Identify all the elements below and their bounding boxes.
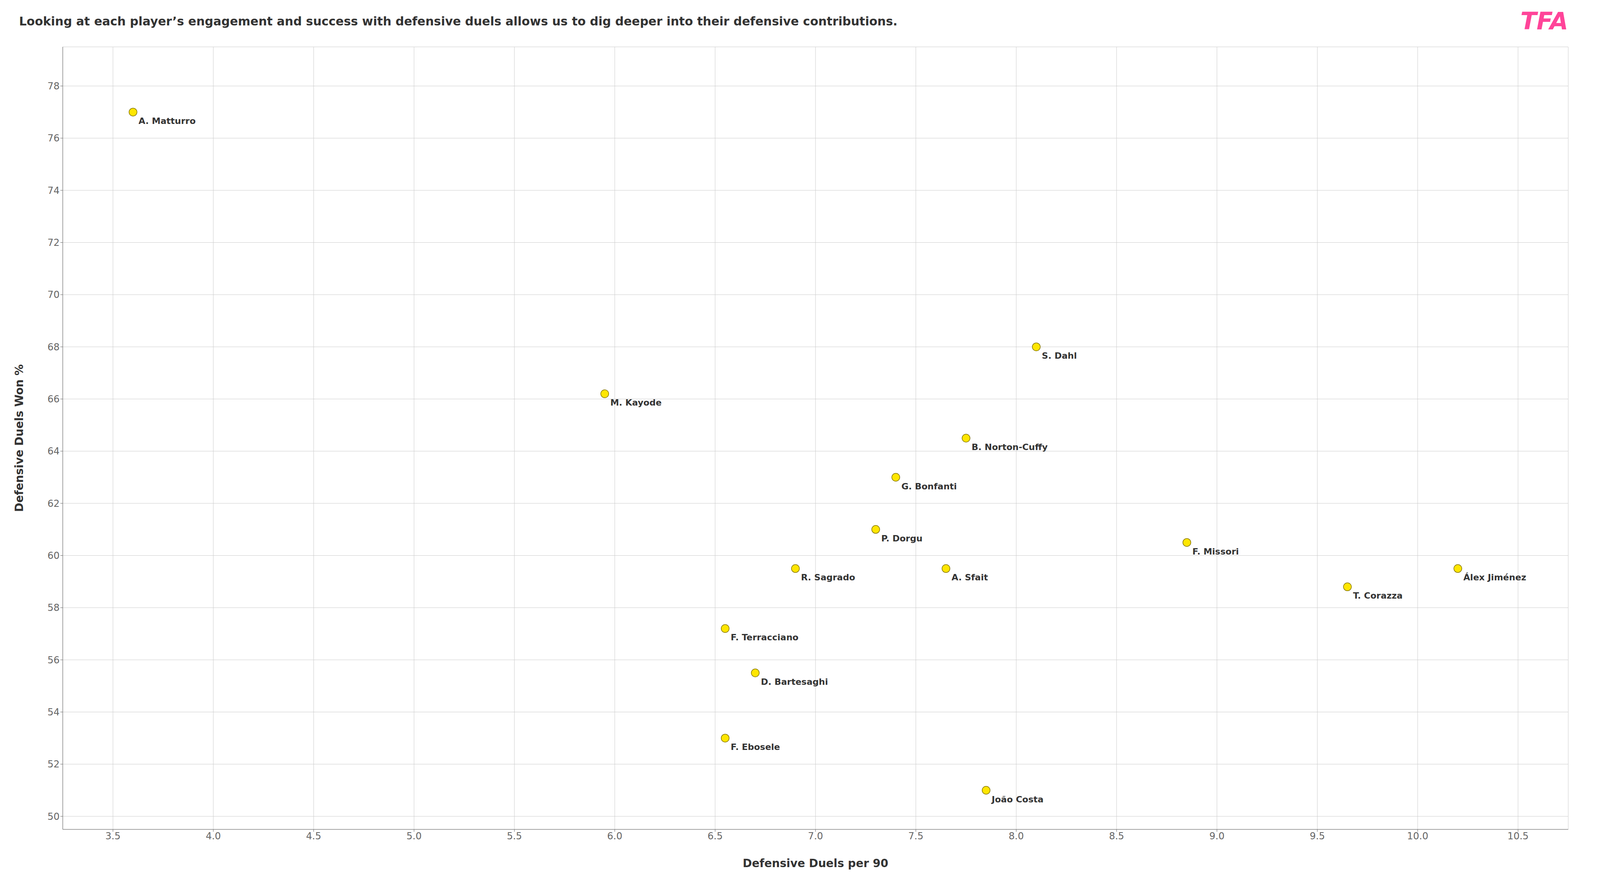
svg-text:54: 54 xyxy=(47,706,60,718)
svg-text:74: 74 xyxy=(47,185,60,197)
svg-text:Defensive Duels Won %: Defensive Duels Won % xyxy=(12,364,26,513)
svg-text:8.0: 8.0 xyxy=(1008,830,1024,842)
svg-text:10.0: 10.0 xyxy=(1406,830,1429,842)
svg-text:S. Dahl: S. Dahl xyxy=(1041,350,1077,361)
svg-text:60: 60 xyxy=(47,550,60,562)
svg-text:T. Corazza: T. Corazza xyxy=(1352,590,1403,601)
svg-text:4.5: 4.5 xyxy=(306,830,322,842)
svg-text:78: 78 xyxy=(47,80,60,92)
svg-text:9.5: 9.5 xyxy=(1309,830,1325,842)
svg-text:6.5: 6.5 xyxy=(707,830,723,842)
svg-text:5.0: 5.0 xyxy=(406,830,422,842)
svg-text:50: 50 xyxy=(47,811,60,823)
svg-text:Álex Jiménez: Álex Jiménez xyxy=(1463,572,1527,583)
svg-text:G. Bonfanti: G. Bonfanti xyxy=(901,481,957,492)
svg-text:F. Ebosele: F. Ebosele xyxy=(730,742,781,752)
svg-text:M. Kayode: M. Kayode xyxy=(610,397,662,408)
svg-text:3.5: 3.5 xyxy=(105,830,121,842)
svg-text:7.5: 7.5 xyxy=(908,830,924,842)
svg-text:F. Terracciano: F. Terracciano xyxy=(730,632,799,643)
svg-text:P. Dorgu: P. Dorgu xyxy=(881,533,923,544)
svg-text:70: 70 xyxy=(47,289,60,301)
svg-text:58: 58 xyxy=(47,602,60,614)
svg-text:D. Bartesaghi: D. Bartesaghi xyxy=(760,676,828,687)
svg-text:9.0: 9.0 xyxy=(1209,830,1225,842)
svg-text:Defensive Duels per 90: Defensive Duels per 90 xyxy=(742,856,889,870)
svg-text:56: 56 xyxy=(47,654,60,666)
svg-text:72: 72 xyxy=(47,237,60,249)
html-text:TFA: TFA xyxy=(1520,7,1569,35)
svg-text:68: 68 xyxy=(47,341,60,353)
svg-text:A. Matturro: A. Matturro xyxy=(138,115,196,126)
svg-text:A. Sfait: A. Sfait xyxy=(951,572,988,583)
svg-text:F. Missori: F. Missori xyxy=(1192,546,1239,557)
svg-text:5.5: 5.5 xyxy=(506,830,522,842)
svg-text:6.0: 6.0 xyxy=(607,830,623,842)
svg-text:62: 62 xyxy=(47,498,60,510)
svg-text:64: 64 xyxy=(47,445,60,457)
svg-text:8.5: 8.5 xyxy=(1109,830,1125,842)
svg-text:B. Norton-Cuffy: B. Norton-Cuffy xyxy=(971,442,1048,453)
svg-text:52: 52 xyxy=(47,758,60,770)
svg-text:7.0: 7.0 xyxy=(807,830,824,842)
svg-text:66: 66 xyxy=(47,393,60,405)
svg-text:4.0: 4.0 xyxy=(205,830,221,842)
svg-text:R. Sagrado: R. Sagrado xyxy=(800,572,855,583)
svg-text:João Costa: João Costa xyxy=(991,794,1044,805)
html-text:Looking at each player’s engag: Looking at each player’s engagement and … xyxy=(19,14,898,29)
svg-text:10.5: 10.5 xyxy=(1507,830,1529,842)
svg-text:76: 76 xyxy=(47,132,60,144)
